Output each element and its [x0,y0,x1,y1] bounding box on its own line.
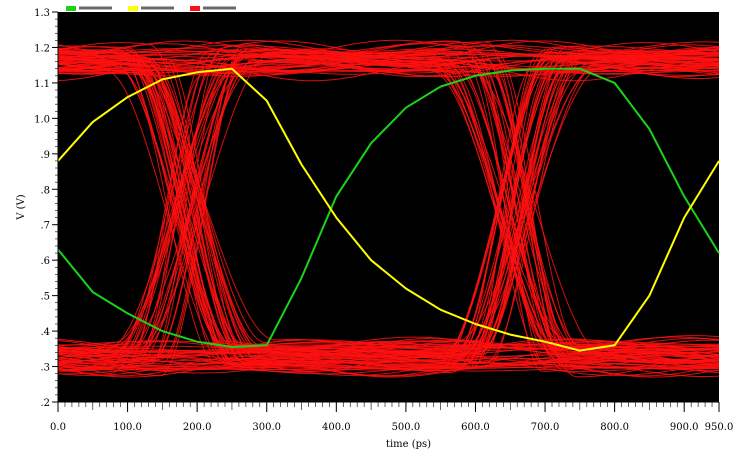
x-tick-label: 200.0 [183,422,212,433]
eye-trace [58,70,719,350]
y-tick-label: .5 [40,292,50,303]
y-tick-label: 1.0 [34,114,50,125]
eye-trace [57,345,719,350]
x-tick-label: 600.0 [461,422,490,433]
eye-trace [57,61,720,362]
legend-swatch-2 [128,6,138,11]
eye-trace [57,49,720,364]
y-tick-label: .2 [40,398,50,409]
y-tick-label: .6 [40,256,50,267]
eye-trace [57,357,720,363]
y-tick-label: .8 [40,185,50,196]
eye-trace [57,43,720,366]
eye-trace [57,47,720,365]
x-tick-label: 400.0 [322,422,351,433]
y-axis-label: V (V) [16,194,27,221]
x-tick-label: 0.0 [50,422,66,433]
series-lines [57,67,720,352]
x-tick-label: 300.0 [252,422,281,433]
x-axis-label: time (ps) [386,439,431,450]
eye-trace [57,56,720,367]
series-line-2 [57,67,720,352]
eye-trace [57,51,720,346]
eye-trace [57,362,720,378]
x-tick-label: 900.0 [670,422,699,433]
eye-trace [57,44,720,54]
eye-trace [57,56,719,364]
eye-trace [57,55,720,365]
eye-trace [57,41,720,369]
eye-trace [57,66,720,361]
y-tick-label: 1.1 [34,79,50,90]
eye-trace [57,54,720,64]
legend [66,6,236,11]
eye-trace [57,70,720,360]
eye-traces [57,39,720,378]
eye-trace [58,70,720,351]
eye-trace [57,48,719,372]
y-tick-label: .3 [40,363,50,374]
axes: .2 .3 .4 .5 .6 .7 .8 .9 1.0 1.1 1.2 1.3 0.0 100.0 200.… [34,8,733,433]
x-tick-label: 700.0 [531,422,560,433]
y-tick-label: .7 [40,221,50,232]
x-tick-label: 100.0 [113,422,142,433]
eye-trace [57,41,720,349]
series-line-1 [57,67,720,348]
eye-trace [57,42,720,358]
eye-trace [57,57,720,356]
eye-trace [57,40,720,378]
eye-trace [58,55,719,371]
legend-swatch-3 [190,6,200,11]
eye-trace [57,67,720,371]
y-tick-label: 1.3 [34,8,50,19]
x-tick-label: 950.0 [705,422,734,433]
eye-trace [57,49,720,377]
eye-trace [57,55,720,374]
x-tick-label: 800.0 [600,422,629,433]
eye-trace [57,66,720,75]
y-tick-label: 1.2 [34,43,50,54]
eye-trace [58,59,719,345]
x-tick-label: 500.0 [392,422,421,433]
y-tick-label: .9 [40,150,50,161]
legend-swatch-1 [66,6,76,11]
eye-trace [57,51,720,367]
eye-trace [57,59,719,357]
y-tick-label: .4 [40,327,50,338]
eye-trace [57,362,720,376]
eye-trace [58,69,719,368]
